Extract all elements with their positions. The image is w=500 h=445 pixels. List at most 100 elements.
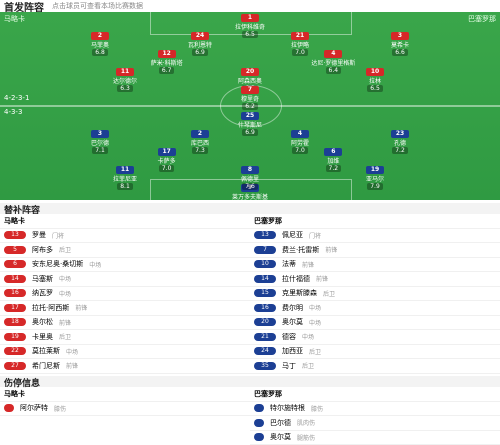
player-name: 拉伊略 [265,40,335,49]
player-rating: 6.5 [367,85,383,92]
injury-name: 巴尔德 [270,418,291,428]
sub-name: 罗曼 [32,230,46,240]
sub-position: 中场 [309,318,321,327]
player-rating: 6.6 [392,49,408,56]
sub-position: 前锋 [302,260,314,269]
player-name: 加维 [298,156,368,165]
sub-name: 费尔明 [282,303,303,313]
player-name: 瓦利恩特 [165,40,235,49]
sub-position: 中场 [309,303,321,312]
sub-number: 19 [4,333,26,341]
sub-position: 后卫 [309,347,321,356]
player-name: 莱万多夫斯基 [215,192,285,200]
player-name: 阿劳霍 [265,138,335,147]
player-rating: 7.3 [192,147,208,154]
player-rating: 6.3 [117,85,133,92]
sub-number: 6 [4,260,26,268]
sub-position: 后卫 [59,245,71,254]
shirt-number: 21 [291,32,309,40]
sub-number: 35 [254,362,276,370]
player-name: 莫希卡 [365,40,435,49]
sub-number: 7 [254,246,276,254]
player-name: 孔德 [365,138,435,147]
player-name: 达尼·罗德里格斯 [298,58,368,67]
sub-position: 前锋 [66,361,78,370]
sub-position: 前锋 [59,318,71,327]
sub-number: 14 [4,275,26,283]
sub-name: 加西亚 [282,346,303,356]
injury-row: 阿尔萨特膝伤 [0,402,250,417]
team-name: 马略卡 [4,14,25,24]
subtitle: 点击球员可查看本场比赛数据 [52,1,143,11]
player-name: 拉林 [340,76,410,85]
sub-team: 巴塞罗那 [250,214,500,229]
player-rating: 7.9 [367,183,383,190]
sub-name: 拉托·阿西斯 [32,303,69,313]
player-rating: 7.2 [392,147,408,154]
injury-team: 巴塞罗那 [250,387,500,402]
injury-reason: 腿筋伤 [297,433,315,442]
player-name: 拉菲尼亚 [90,174,160,183]
shirt-number: 4 [291,130,309,138]
sub-number: 22 [4,347,26,355]
injury-reason: 肌肉伤 [297,418,315,427]
sub-number: 21 [254,333,276,341]
home-injuries: 马略卡阿尔萨特膝伤 [0,387,250,416]
shirt-number: 8 [241,166,259,174]
injury-icon [254,433,264,441]
player-name: 佩德里 [215,174,285,183]
shirt-number: 23 [391,130,409,138]
player-name: 穆里奇 [215,94,285,103]
player-name: 什琴斯尼 [215,120,285,129]
player-name: 马菲奥 [65,40,135,49]
player-name: 库巴西 [165,138,235,147]
shirt-number: 7 [241,86,259,94]
shirt-number: 4 [324,50,342,58]
shirt-number: 2 [191,130,209,138]
sub-position: 中场 [302,332,314,341]
sub-number: 13 [254,231,276,239]
player-rating: 6.9 [242,129,258,136]
injury-icon [254,419,264,427]
sub-position: 后卫 [302,361,314,370]
header: 首发阵容 点击球员可查看本场比赛数据 [0,0,500,12]
player-rating: 8.1 [117,183,133,190]
injury-icon [254,404,264,412]
injury-name: 阿尔萨特 [20,403,48,413]
injury-row: 奥尔莫腿筋伤 [250,431,500,445]
sub-name: 卡里奥 [32,332,53,342]
sub-position: 中场 [59,274,71,283]
